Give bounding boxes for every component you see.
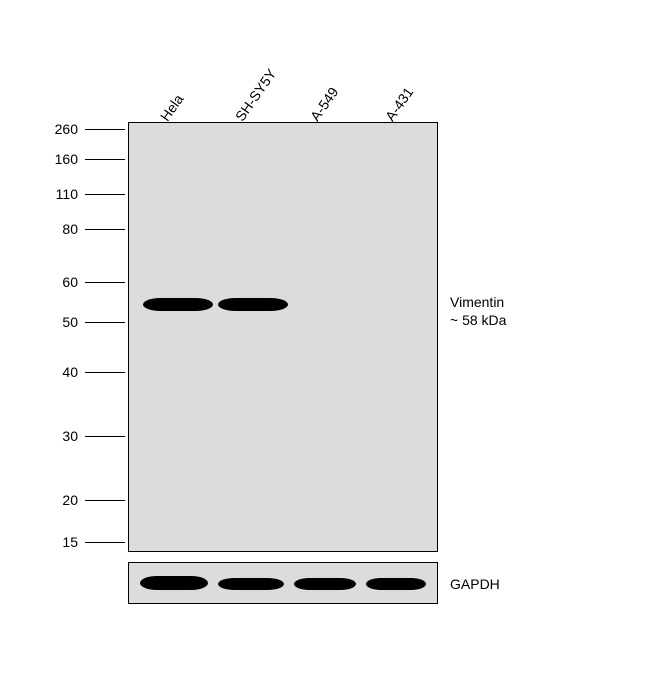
mw-tick — [85, 542, 125, 543]
loading-control-band — [294, 578, 356, 590]
mw-tick — [85, 322, 125, 323]
mw-marker-label: 80 — [0, 221, 78, 237]
mw-marker-label: 160 — [0, 151, 78, 167]
mw-marker-label: 30 — [0, 428, 78, 444]
target-protein-label: Vimentin — [450, 294, 504, 310]
target-mw-label: ~ 58 kDa — [450, 312, 506, 328]
lane-label: A-549 — [307, 84, 342, 124]
mw-marker-label: 20 — [0, 492, 78, 508]
mw-tick — [85, 194, 125, 195]
mw-marker-label: 110 — [0, 186, 78, 202]
lane-label: SH-SY5Y — [232, 66, 279, 124]
mw-tick — [85, 282, 125, 283]
protein-band — [218, 298, 288, 311]
western-blot-figure: { "figure": { "type": "western-blot", "w… — [0, 0, 650, 676]
mw-marker-label: 15 — [0, 534, 78, 550]
mw-marker-label: 50 — [0, 314, 78, 330]
mw-marker-label: 260 — [0, 121, 78, 137]
blot-main-membrane — [128, 122, 438, 552]
mw-marker-label: 60 — [0, 274, 78, 290]
protein-band — [143, 298, 213, 311]
mw-tick — [85, 129, 125, 130]
mw-tick — [85, 372, 125, 373]
loading-control-band — [218, 578, 284, 590]
loading-control-label: GAPDH — [450, 576, 500, 592]
mw-tick — [85, 500, 125, 501]
mw-marker-label: 40 — [0, 364, 78, 380]
lane-label: A-431 — [382, 84, 417, 124]
mw-tick — [85, 436, 125, 437]
mw-tick — [85, 229, 125, 230]
lane-label: Hela — [157, 91, 187, 124]
loading-control-band — [140, 576, 208, 590]
loading-control-band — [366, 578, 426, 590]
mw-tick — [85, 159, 125, 160]
